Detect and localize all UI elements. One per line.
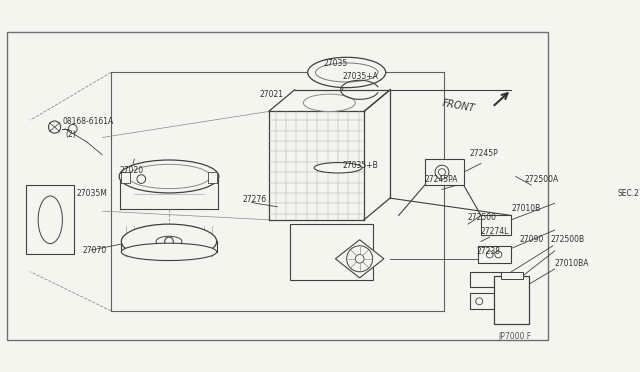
Bar [501,272,523,279]
Text: 27245P: 27245P [470,148,499,158]
Circle shape [347,246,372,272]
Ellipse shape [38,196,62,244]
Ellipse shape [316,63,378,82]
Circle shape [49,121,61,133]
Circle shape [495,251,502,258]
Bar [481,215,511,234]
Circle shape [164,237,173,246]
Text: 272500: 272500 [468,213,497,222]
Text: 27035+B: 27035+B [342,161,378,170]
Ellipse shape [156,236,182,247]
Text: 27035M: 27035M [76,189,107,198]
Text: 27020: 27020 [120,166,144,175]
Bar [122,172,130,183]
Text: 08168-6161A: 08168-6161A [62,118,114,126]
Text: 27035+A: 27035+A [342,72,378,81]
Circle shape [476,298,483,305]
Polygon shape [335,240,384,278]
Circle shape [68,125,77,133]
Ellipse shape [314,163,362,173]
Text: FRONT: FRONT [441,98,476,113]
Text: 27021: 27021 [260,90,284,99]
Bar [478,246,511,263]
Ellipse shape [122,243,217,260]
Text: 27274L: 27274L [481,227,509,235]
Text: 272500B: 272500B [550,235,584,244]
Ellipse shape [128,164,210,189]
Circle shape [438,169,445,176]
Text: 27245PA: 27245PA [425,174,458,183]
Circle shape [486,251,493,258]
Text: 27035: 27035 [323,59,348,68]
Text: 27238: 27238 [477,247,500,256]
Text: 272500A: 272500A [524,174,559,183]
Ellipse shape [119,160,219,193]
Text: SEC.272: SEC.272 [617,189,640,198]
Text: JP7000 F: JP7000 F [499,332,531,341]
Text: (2): (2) [66,129,77,138]
Ellipse shape [122,224,217,259]
Bar [470,272,504,288]
Text: 27276: 27276 [243,195,267,204]
Bar [208,172,217,183]
Bar [494,276,529,324]
Bar [425,159,463,185]
Ellipse shape [308,57,386,88]
Ellipse shape [303,94,355,112]
Text: 27010BA: 27010BA [555,259,589,267]
Circle shape [137,175,145,183]
Bar [470,294,504,309]
Circle shape [355,254,364,263]
Circle shape [435,165,449,179]
Text: 27070: 27070 [83,246,107,254]
Text: 27010B: 27010B [511,204,541,213]
Bar [291,224,372,280]
Text: 27090: 27090 [520,235,544,244]
Bar [26,185,74,254]
